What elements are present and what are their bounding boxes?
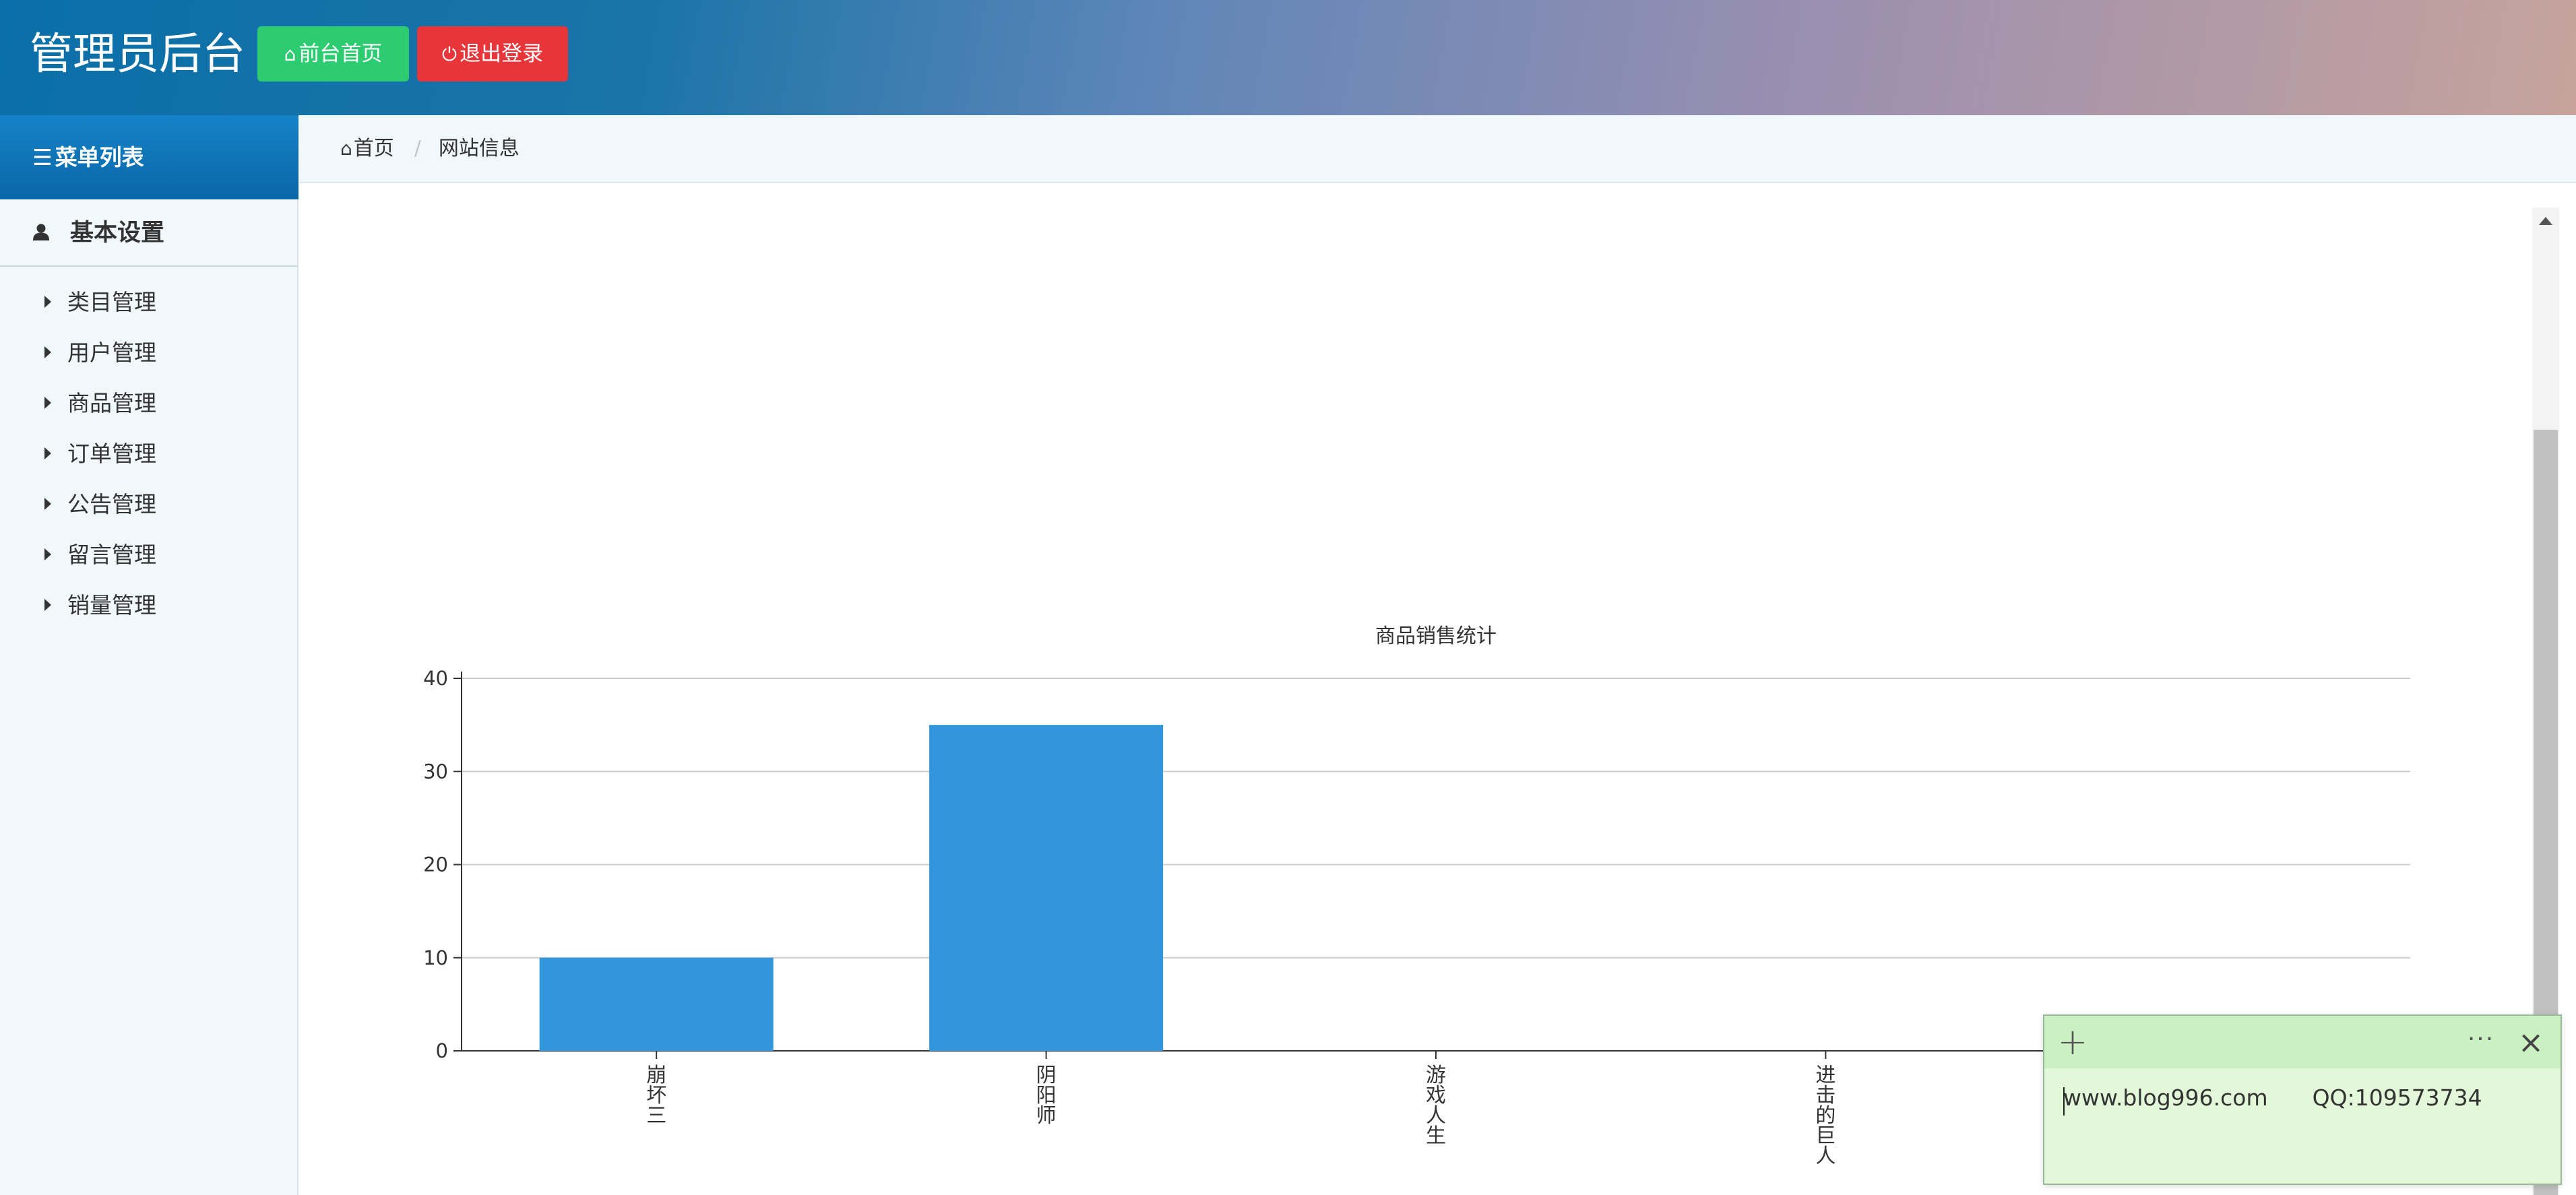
sidebar-item-label: 留言管理 xyxy=(67,542,156,568)
sidebar-item-products[interactable]: 商品管理 xyxy=(0,378,297,428)
sidebar-item-label: 用户管理 xyxy=(67,340,156,366)
more-icon[interactable]: ··· xyxy=(2467,1025,2495,1053)
breadcrumb: ⌂首页 / 网站信息 xyxy=(300,115,2576,183)
caret-right-icon xyxy=(44,548,51,560)
close-icon[interactable]: × xyxy=(2517,1024,2544,1060)
caret-right-icon xyxy=(44,447,51,459)
chart-bar xyxy=(929,725,1164,1051)
sidebar-group-label: 基本设置 xyxy=(70,220,165,247)
sidebar-item-category[interactable]: 类目管理 xyxy=(0,277,297,327)
y-tick-label: 0 xyxy=(436,1039,448,1062)
logout-button[interactable]: ⏻ 退出登录 xyxy=(417,26,568,82)
home-icon: ⌂ xyxy=(284,43,296,65)
user-icon xyxy=(32,201,53,268)
breadcrumb-home-label: 首页 xyxy=(353,137,394,160)
frontend-home-button[interactable]: ⌂ 前台首页 xyxy=(257,26,409,82)
sidebar-item-label: 公告管理 xyxy=(67,491,156,517)
frontend-home-label: 前台首页 xyxy=(299,42,383,66)
sticky-note[interactable]: + ··· × www.blog996.com QQ:109573734 xyxy=(2043,1014,2562,1185)
x-tick-label: 阴阳师 xyxy=(1036,1064,1057,1128)
brand-title: 管理员后台 xyxy=(30,30,245,79)
breadcrumb-separator: / xyxy=(414,137,421,160)
note-qq: QQ:109573734 xyxy=(2312,1085,2482,1111)
caret-right-icon xyxy=(44,396,51,409)
breadcrumb-current: 网站信息 xyxy=(438,137,520,160)
x-tick-label: 进击的巨人 xyxy=(1815,1064,1835,1168)
sidebar-title: ☰ 菜单列表 xyxy=(0,115,299,199)
caret-right-icon xyxy=(44,497,51,510)
logout-label: 退出登录 xyxy=(460,42,544,66)
x-tick-label: 游戏人生 xyxy=(1426,1064,1446,1148)
power-icon: ⏻ xyxy=(441,43,458,65)
sidebar-item-announcements[interactable]: 公告管理 xyxy=(0,479,297,529)
sidebar-item-label: 商品管理 xyxy=(67,390,156,416)
note-website: www.blog996.com xyxy=(2063,1085,2268,1111)
y-tick-label: 30 xyxy=(423,760,448,783)
sales-bar-chart: 商品销售统计 0 10 20 30 40 崩坏三 阴阳师 游戏人生 进击的巨人 xyxy=(423,624,2410,1168)
sticky-note-toolbar: + ··· × xyxy=(2044,1016,2561,1068)
sidebar-item-sales[interactable]: 销量管理 xyxy=(0,580,297,631)
sidebar-menu: 类目管理 用户管理 商品管理 订单管理 公告管理 留言管理 销量管理 xyxy=(0,277,297,631)
sidebar-item-messages[interactable]: 留言管理 xyxy=(0,529,297,580)
list-icon: ☰ xyxy=(32,144,53,170)
sidebar-item-label: 类目管理 xyxy=(67,289,156,315)
caret-right-icon xyxy=(44,346,51,358)
text-cursor xyxy=(2063,1087,2065,1116)
scroll-up-arrow-icon[interactable] xyxy=(2539,217,2552,225)
sidebar-title-label: 菜单列表 xyxy=(55,144,144,170)
sidebar-item-users[interactable]: 用户管理 xyxy=(0,327,297,378)
chart-bar xyxy=(539,957,774,1051)
plus-icon[interactable]: + xyxy=(2057,1021,2088,1063)
home-icon: ⌂ xyxy=(340,137,352,160)
sidebar-item-orders[interactable]: 订单管理 xyxy=(0,428,297,479)
top-header: 管理员后台 ⌂ 前台首页 ⏻ 退出登录 xyxy=(0,0,2576,115)
y-tick-label: 20 xyxy=(423,853,448,876)
y-tick-label: 10 xyxy=(423,946,448,969)
user-icon-shape xyxy=(33,224,49,240)
y-tick-label: 40 xyxy=(423,667,448,690)
breadcrumb-home-link[interactable]: ⌂首页 xyxy=(340,137,394,160)
x-tick-label: 崩坏三 xyxy=(646,1064,666,1128)
main-content: 商品销售统计 0 10 20 30 40 崩坏三 阴阳师 游戏人生 进击的巨人 xyxy=(300,183,2576,1195)
sidebar-item-label: 订单管理 xyxy=(67,441,156,467)
sidebar-item-label: 销量管理 xyxy=(67,592,156,618)
sticky-note-text[interactable]: www.blog996.com QQ:109573734 xyxy=(2063,1085,2482,1111)
sidebar: ☰ 菜单列表 基本设置 类目管理 用户管理 商品管理 订单管理 公告管理 留言管理… xyxy=(0,115,299,1195)
caret-right-icon xyxy=(44,295,51,308)
chart-title: 商品销售统计 xyxy=(1375,624,1497,648)
sidebar-group-basic-settings[interactable]: 基本设置 xyxy=(0,199,297,267)
caret-right-icon xyxy=(44,598,51,611)
